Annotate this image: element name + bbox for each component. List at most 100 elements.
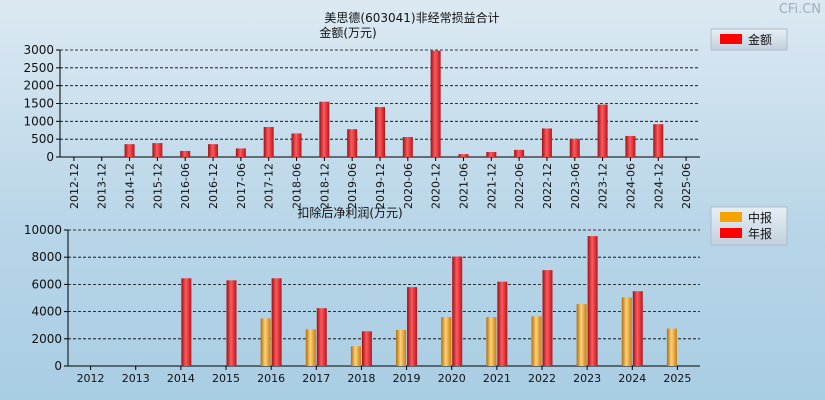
x-tick-label: 2014 xyxy=(167,372,195,385)
y-tick-label: 2500 xyxy=(23,61,54,75)
x-tick-label: 2017-06 xyxy=(235,163,248,209)
bar-年报-2015 xyxy=(226,280,237,366)
x-tick-label: 2017-12 xyxy=(263,163,276,209)
x-tick-label: 2020 xyxy=(438,372,466,385)
x-tick-label: 2017 xyxy=(302,372,330,385)
legend-swatch-annual xyxy=(720,228,742,238)
x-tick-label: 2016 xyxy=(257,372,285,385)
x-tick-label: 2021-06 xyxy=(457,163,470,209)
x-tick-label: 2016-12 xyxy=(207,163,220,209)
x-tick-label: 2015 xyxy=(212,372,240,385)
x-tick-label: 2020-12 xyxy=(430,163,443,209)
bar-中报-2023 xyxy=(576,304,587,366)
legend-swatch-interim xyxy=(720,212,742,222)
bar-金额-2017-06 xyxy=(235,148,246,157)
x-tick-label: 2012-12 xyxy=(68,163,81,209)
chart1-bars xyxy=(124,50,664,157)
chart1-y-axis: 0 500 1000 1500 2000 2500 3000 xyxy=(23,43,60,164)
bar-金额-2016-12 xyxy=(208,144,219,157)
x-tick-label: 2015-12 xyxy=(151,163,164,209)
bar-金额-2015-12 xyxy=(152,143,163,157)
bar-金额-2016-06 xyxy=(180,150,191,157)
bar-金额-2020-06 xyxy=(402,137,413,157)
chart1-title: 美思德(603041)非经常损益合计 xyxy=(324,10,499,25)
bar-金额-2018-12 xyxy=(319,101,330,157)
x-tick-label: 2020-06 xyxy=(402,163,415,209)
bar-金额-2018-06 xyxy=(291,133,302,157)
y-tick-label: 4000 xyxy=(31,305,62,319)
x-tick-label: 2018-06 xyxy=(291,163,304,209)
x-tick-label: 2021-12 xyxy=(485,163,498,209)
bar-年报-2018 xyxy=(361,331,372,366)
bar-金额-2022-12 xyxy=(541,128,552,157)
bar-金额-2017-12 xyxy=(263,127,274,157)
bar-中报-2022 xyxy=(531,316,542,366)
y-tick-label: 6000 xyxy=(31,277,62,291)
y-tick-label: 3000 xyxy=(23,43,54,57)
x-tick-label: 2023-12 xyxy=(597,163,610,209)
bar-年报-2022 xyxy=(542,270,553,366)
x-tick-label: 2019-12 xyxy=(374,163,387,209)
y-tick-label: 0 xyxy=(46,150,54,164)
watermark: CFi.CN xyxy=(778,2,821,17)
x-tick-label: 2024-06 xyxy=(624,163,637,209)
bar-金额-2014-12 xyxy=(124,144,135,157)
bar-年报-2023 xyxy=(587,236,598,366)
y-tick-label: 10000 xyxy=(24,223,62,237)
bar-金额-2021-06 xyxy=(458,154,469,157)
bar-金额-2020-12 xyxy=(430,50,441,157)
x-tick-label: 2024 xyxy=(618,372,646,385)
x-tick-label: 2013-12 xyxy=(96,163,109,209)
x-tick-label: 2014-12 xyxy=(124,163,137,209)
x-tick-label: 2022-06 xyxy=(513,163,526,209)
bar-中报-2018 xyxy=(350,346,361,366)
bar-中报-2016 xyxy=(260,318,271,366)
chart2-gridlines xyxy=(67,229,700,367)
bar-金额-2024-12 xyxy=(653,124,664,157)
x-tick-label: 2016-06 xyxy=(179,163,192,209)
x-tick-label: 2022 xyxy=(528,372,556,385)
bar-金额-2019-06 xyxy=(347,129,358,157)
bar-金额-2022-06 xyxy=(514,149,525,157)
chart2-title: 扣除后净利润(万元) xyxy=(297,205,402,220)
legend-label-annual: 年报 xyxy=(748,226,772,241)
y-tick-label: 1500 xyxy=(23,97,54,111)
x-tick-label: 2018 xyxy=(347,372,375,385)
bar-年报-2016 xyxy=(271,278,282,366)
chart1-legend: 金额 xyxy=(710,28,788,51)
bar-中报-2020 xyxy=(441,317,452,366)
bar-金额-2019-12 xyxy=(375,107,385,157)
chart1-x-axis: 2012-12 2013-12 2014-12 2015-12 2016-06 2016-… xyxy=(68,157,693,209)
x-tick-label: 2025-06 xyxy=(680,163,693,209)
x-tick-label: 2019 xyxy=(393,372,421,385)
legend-label-amount: 金额 xyxy=(748,32,772,47)
x-tick-label: 2023 xyxy=(573,372,601,385)
x-tick-label: 2018-12 xyxy=(318,163,331,209)
y-tick-label: 1000 xyxy=(23,114,54,128)
y-tick-label: 2000 xyxy=(31,332,62,346)
x-tick-label: 2019-06 xyxy=(346,163,359,209)
x-tick-label: 2023-06 xyxy=(569,163,582,209)
x-tick-label: 2012 xyxy=(77,372,105,385)
bar-金额-2024-06 xyxy=(625,135,636,157)
bar-金额-2021-12 xyxy=(486,152,497,157)
bar-金额-2023-06 xyxy=(569,138,580,157)
bar-金额-2023-12 xyxy=(597,104,608,157)
bar-中报-2024 xyxy=(621,297,632,366)
chart2-legend: 中报 年报 xyxy=(710,206,788,246)
bar-年报-2014 xyxy=(181,278,192,366)
y-tick-label: 0 xyxy=(54,359,62,373)
x-tick-label: 2024-12 xyxy=(652,163,665,209)
x-tick-label: 2025 xyxy=(663,372,691,385)
legend-label-interim: 中报 xyxy=(748,210,772,225)
bar-中报-2021 xyxy=(486,317,497,366)
chart1-ylabel: 金额(万元) xyxy=(319,25,376,40)
bar-年报-2020 xyxy=(452,256,463,366)
x-tick-label: 2013 xyxy=(122,372,150,385)
bar-中报-2025 xyxy=(666,328,677,366)
bar-年报-2017 xyxy=(316,308,327,366)
y-tick-label: 2000 xyxy=(23,79,54,93)
chart2-bars xyxy=(181,236,677,366)
chart2-y-axis: 0 2000 4000 6000 8000 10000 xyxy=(24,223,68,373)
